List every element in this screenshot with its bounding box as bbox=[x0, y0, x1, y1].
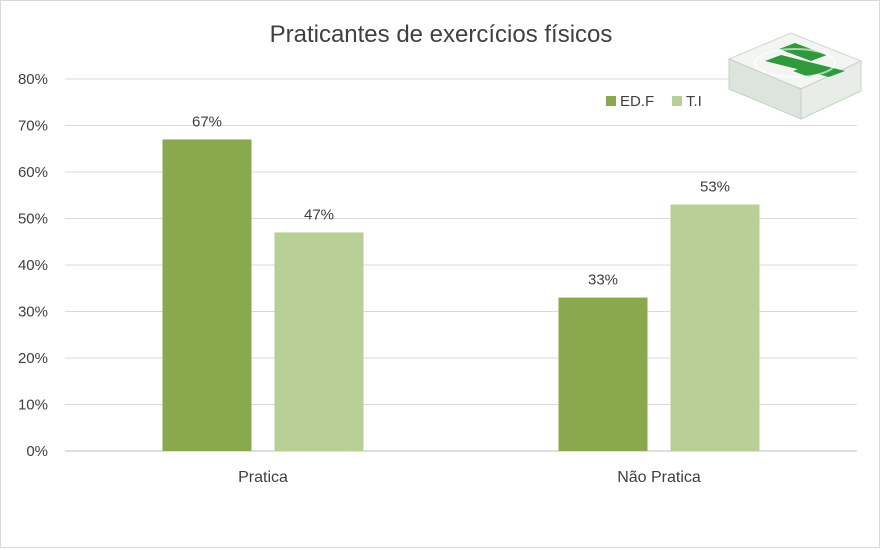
y-tick-label: 60% bbox=[18, 164, 48, 181]
legend-label: ED.F bbox=[620, 93, 654, 110]
y-tick-label: 80% bbox=[18, 71, 48, 88]
x-tick-label: Pratica bbox=[238, 469, 288, 486]
x-axis-ticks: Pratica Não Pratica bbox=[238, 469, 701, 486]
data-label: 33% bbox=[588, 272, 618, 289]
legend-swatch bbox=[672, 96, 682, 106]
bar-ed-f-0 bbox=[162, 139, 252, 451]
data-label: 53% bbox=[700, 179, 730, 196]
y-tick-label: 50% bbox=[18, 211, 48, 228]
y-tick-label: 0% bbox=[26, 443, 48, 460]
first-aid-kit-icon bbox=[727, 32, 863, 120]
legend-item: T.I bbox=[672, 93, 702, 110]
y-tick-label: 30% bbox=[18, 304, 48, 321]
bars bbox=[162, 139, 760, 451]
data-label: 47% bbox=[304, 206, 334, 223]
data-labels: 67% 47% 33% 53% bbox=[192, 113, 730, 288]
bar-t-i-1 bbox=[670, 204, 760, 451]
chart-title: Praticantes de exercícios físicos bbox=[269, 21, 613, 48]
bar-t-i-0 bbox=[274, 232, 364, 451]
y-tick-label: 20% bbox=[18, 350, 48, 367]
data-label: 67% bbox=[192, 113, 222, 130]
legend-item: ED.F bbox=[606, 93, 654, 110]
legend-label: T.I bbox=[686, 93, 702, 110]
x-tick-label: Não Pratica bbox=[617, 469, 701, 486]
y-tick-label: 70% bbox=[18, 118, 48, 135]
y-tick-label: 40% bbox=[18, 257, 48, 274]
y-axis-ticks: 0% 10% 20% 30% 40% 50% 60% 70% 80% bbox=[18, 71, 48, 460]
legend-swatch bbox=[606, 96, 616, 106]
y-tick-label: 10% bbox=[18, 397, 48, 414]
bar-ed-f-1 bbox=[558, 297, 648, 451]
legend: ED.F T.I bbox=[606, 93, 702, 110]
